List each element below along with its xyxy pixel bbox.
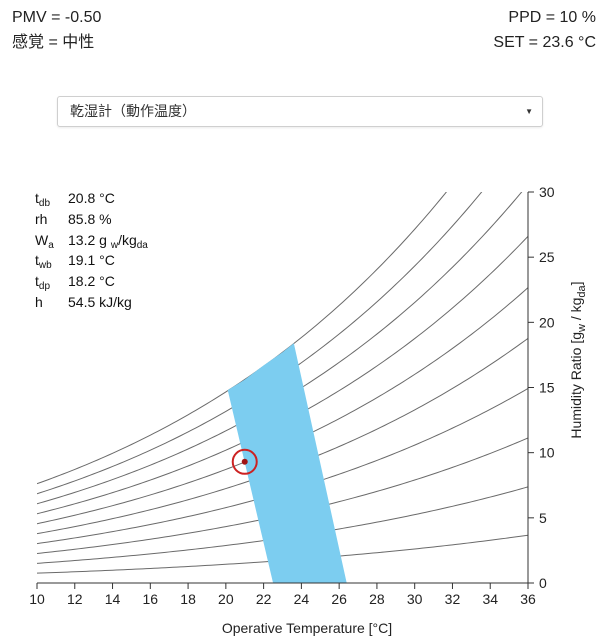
readout-row-tdp: tdp 18.2 °C [35,271,148,292]
y-tick-label: 20 [539,314,555,330]
x-tick-label: 14 [105,591,121,607]
x-axis-title: Operative Temperature [°C] [222,620,392,636]
x-tick-label: 10 [29,591,45,607]
readout-symbol: rh [35,210,48,227]
readout-row-rh: rh 85.8 % [35,209,148,230]
comfort-zone-layer [227,343,347,583]
readout-value: 85.8 % [68,210,112,227]
x-tick-label: 20 [218,591,234,607]
axes: 10 12 14 16 18 20 22 24 26 28 30 32 34 360 5 10 15 20 25 30 [29,184,555,607]
rh-curve-100 [37,192,447,485]
readout-row-twb: twb 19.1 °C [35,250,148,271]
x-tick-label: 36 [520,591,536,607]
thermal-sensation: 感覚 = 中性 [12,34,95,51]
ppd-value: PPD = 10 % [508,9,596,26]
readout-value: 19.1 °C [68,252,115,269]
x-tick-label: 34 [482,591,498,607]
x-tick-label: 18 [180,591,196,607]
readout-value: 20.8 °C [68,190,115,206]
x-tick-label: 30 [407,591,423,607]
current-condition-dot [241,458,248,465]
chevron-down-icon: ▼ [525,107,533,116]
x-tick-label: 32 [445,591,461,607]
y-axis-title: Humidity Ratio [gw / kgda] [568,281,588,438]
readout-value: 13.2 g w/kgda [68,231,148,251]
y-tick-label: 5 [539,510,547,526]
psychrometric-readout: tdb 20.8 °C rh 85.8 % Wa 13.2 g w/kgda twb 1… [35,188,148,313]
readout-symbol: tdp [35,273,51,293]
y-tick-label: 30 [539,184,555,200]
readout-symbol: h [35,293,43,310]
readout-value: 54.5 kJ/kg [68,293,132,310]
readout-row-wa: Wa 13.2 g w/kgda [35,230,148,251]
current-condition-layer [231,448,258,475]
chart-type-select[interactable]: 乾湿計（動作温度） ▼ [57,96,543,127]
current-condition-marker[interactable] [231,448,258,475]
x-tick-label: 12 [67,591,83,607]
readout-value: 18.2 °C [68,273,115,290]
readout-symbol: twb [35,252,52,272]
readout-symbol: Wa [35,231,54,251]
x-tick-label: 16 [143,591,159,607]
y-tick-label: 0 [539,575,547,591]
x-tick-label: 28 [369,591,385,607]
x-tick-label: 22 [256,591,272,607]
x-tick-label: 24 [294,591,310,607]
comfort-zone [227,343,347,583]
readout-symbol: tdb [35,190,51,209]
y-tick-label: 25 [539,249,555,265]
chart-type-selected-label: 乾湿計（動作温度） [70,103,196,119]
pmv-value: PMV = -0.50 [12,9,102,26]
y-tick-label: 15 [539,380,555,396]
set-value: SET = 23.6 °C [493,34,596,51]
y-tick-label: 10 [539,445,555,461]
readout-row-h: h 54.5 kJ/kg [35,292,148,313]
readout-row-tdb: tdb 20.8 °C [35,188,148,209]
x-tick-label: 26 [331,591,347,607]
